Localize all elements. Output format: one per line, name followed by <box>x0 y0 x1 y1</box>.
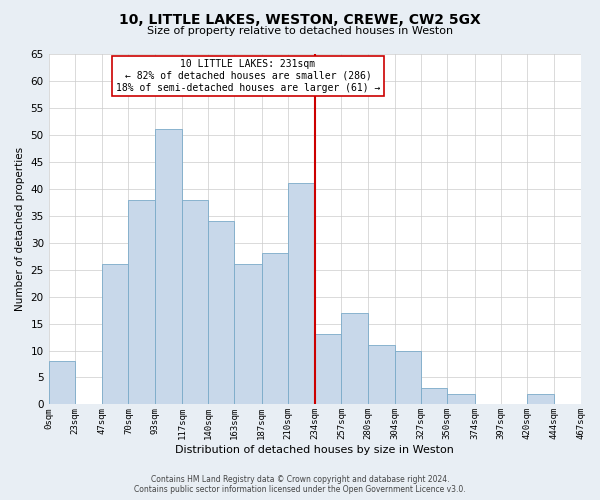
Y-axis label: Number of detached properties: Number of detached properties <box>15 147 25 312</box>
Bar <box>262 254 288 404</box>
X-axis label: Distribution of detached houses by size in Weston: Distribution of detached houses by size … <box>175 445 454 455</box>
Text: Size of property relative to detached houses in Weston: Size of property relative to detached ho… <box>147 26 453 36</box>
Bar <box>421 388 447 404</box>
Bar <box>527 394 554 404</box>
Text: 10, LITTLE LAKES, WESTON, CREWE, CW2 5GX: 10, LITTLE LAKES, WESTON, CREWE, CW2 5GX <box>119 12 481 26</box>
Bar <box>447 394 475 404</box>
Bar <box>234 264 262 404</box>
Text: 10 LITTLE LAKES: 231sqm
← 82% of detached houses are smaller (286)
18% of semi-d: 10 LITTLE LAKES: 231sqm ← 82% of detache… <box>116 60 380 92</box>
Bar <box>208 221 234 404</box>
Bar <box>49 362 75 405</box>
Bar <box>128 200 155 404</box>
Bar <box>288 184 315 404</box>
Bar <box>315 334 341 404</box>
Bar <box>395 350 421 405</box>
Bar <box>155 130 182 404</box>
Bar <box>102 264 128 404</box>
Text: Contains HM Land Registry data © Crown copyright and database right 2024.
Contai: Contains HM Land Registry data © Crown c… <box>134 474 466 494</box>
Bar <box>368 345 395 405</box>
Bar <box>341 313 368 404</box>
Bar <box>182 200 208 404</box>
